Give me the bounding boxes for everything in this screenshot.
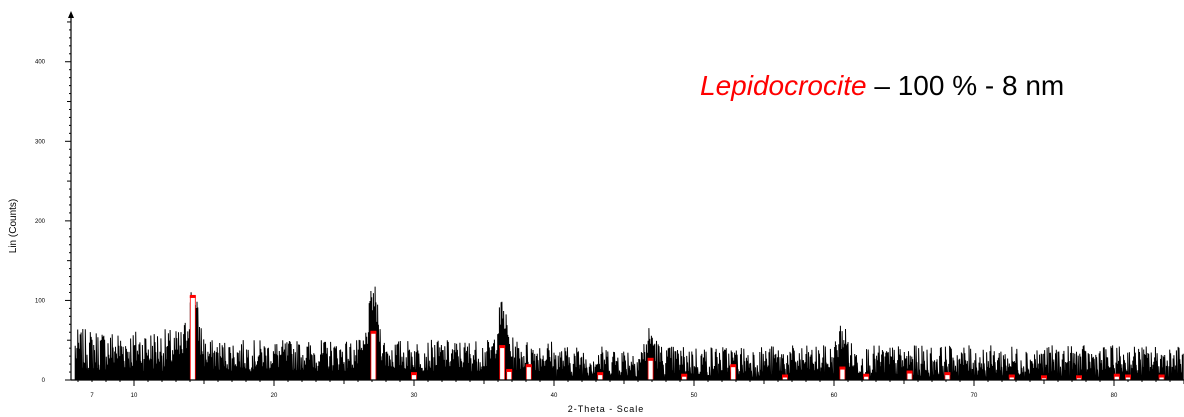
x-tick-label: 30	[411, 393, 418, 399]
y-tick-label: 0	[42, 378, 46, 384]
x-tick-label: 70	[971, 393, 978, 399]
reference-stick-cap	[1158, 374, 1165, 378]
reference-stick-cap	[906, 370, 913, 374]
reference-stick	[839, 367, 846, 381]
reference-stick-cap	[1041, 375, 1047, 379]
y-ticks: 0 100 200 300 400	[35, 21, 71, 384]
reference-stick-cap	[506, 368, 513, 372]
y-tick-label: 400	[35, 60, 46, 66]
y-tick-label: 200	[35, 219, 46, 225]
reference-stick-cap	[189, 294, 196, 298]
measured-pattern	[74, 286, 1184, 381]
reference-stick-cap	[1113, 373, 1120, 377]
phase-details: – 100 % - 8 nm	[866, 70, 1065, 101]
x-tick-label: 80	[1111, 393, 1118, 399]
phase-name: Lepidocrocite	[700, 70, 867, 101]
pattern-trace	[74, 286, 1184, 381]
reference-stick-cap	[411, 372, 417, 376]
x-tick-label: 7	[90, 393, 94, 399]
y-tick-label: 100	[35, 298, 46, 304]
reference-stick-cap	[839, 366, 846, 370]
reference-stick	[730, 365, 737, 381]
y-tick-label: 300	[35, 139, 46, 145]
reference-stick-cap	[525, 364, 532, 368]
reference-stick-cap	[730, 364, 737, 368]
reference-stick	[647, 358, 654, 381]
reference-stick-cap	[1076, 375, 1082, 379]
x-tick-label: 40	[551, 393, 558, 399]
y-axis-label: Lin (Counts)	[8, 199, 19, 253]
reference-stick-cap	[499, 345, 506, 349]
reference-stick-cap	[681, 373, 688, 377]
reference-stick-cap	[370, 330, 377, 334]
reference-stick-cap	[1125, 374, 1131, 378]
reference-stick-cap	[647, 357, 654, 361]
x-ticks: 7 10 20 30 40 50 60 70 80	[77, 380, 1184, 399]
x-tick-label: 20	[271, 393, 278, 399]
reference-stick	[525, 365, 532, 381]
y-axis-arrow	[68, 11, 74, 18]
phase-annotation: Lepidocrocite – 100 % - 8 nm	[700, 70, 1064, 102]
reference-stick	[370, 331, 377, 381]
x-tick-label: 60	[831, 393, 838, 399]
x-tick-label: 50	[691, 393, 698, 399]
reference-stick-cap	[1008, 374, 1015, 378]
reference-stick-cap	[944, 372, 951, 376]
x-axis-label: 2-Theta - Scale	[568, 404, 645, 414]
x-tick-label: 10	[131, 393, 138, 399]
axes	[68, 11, 1184, 381]
reference-stick	[189, 296, 196, 381]
reference-stick-cap	[863, 373, 870, 377]
reference-stick-cap	[597, 372, 604, 376]
reference-sticks	[189, 294, 1165, 381]
reference-stick-cap	[782, 374, 788, 378]
reference-stick	[499, 346, 506, 381]
